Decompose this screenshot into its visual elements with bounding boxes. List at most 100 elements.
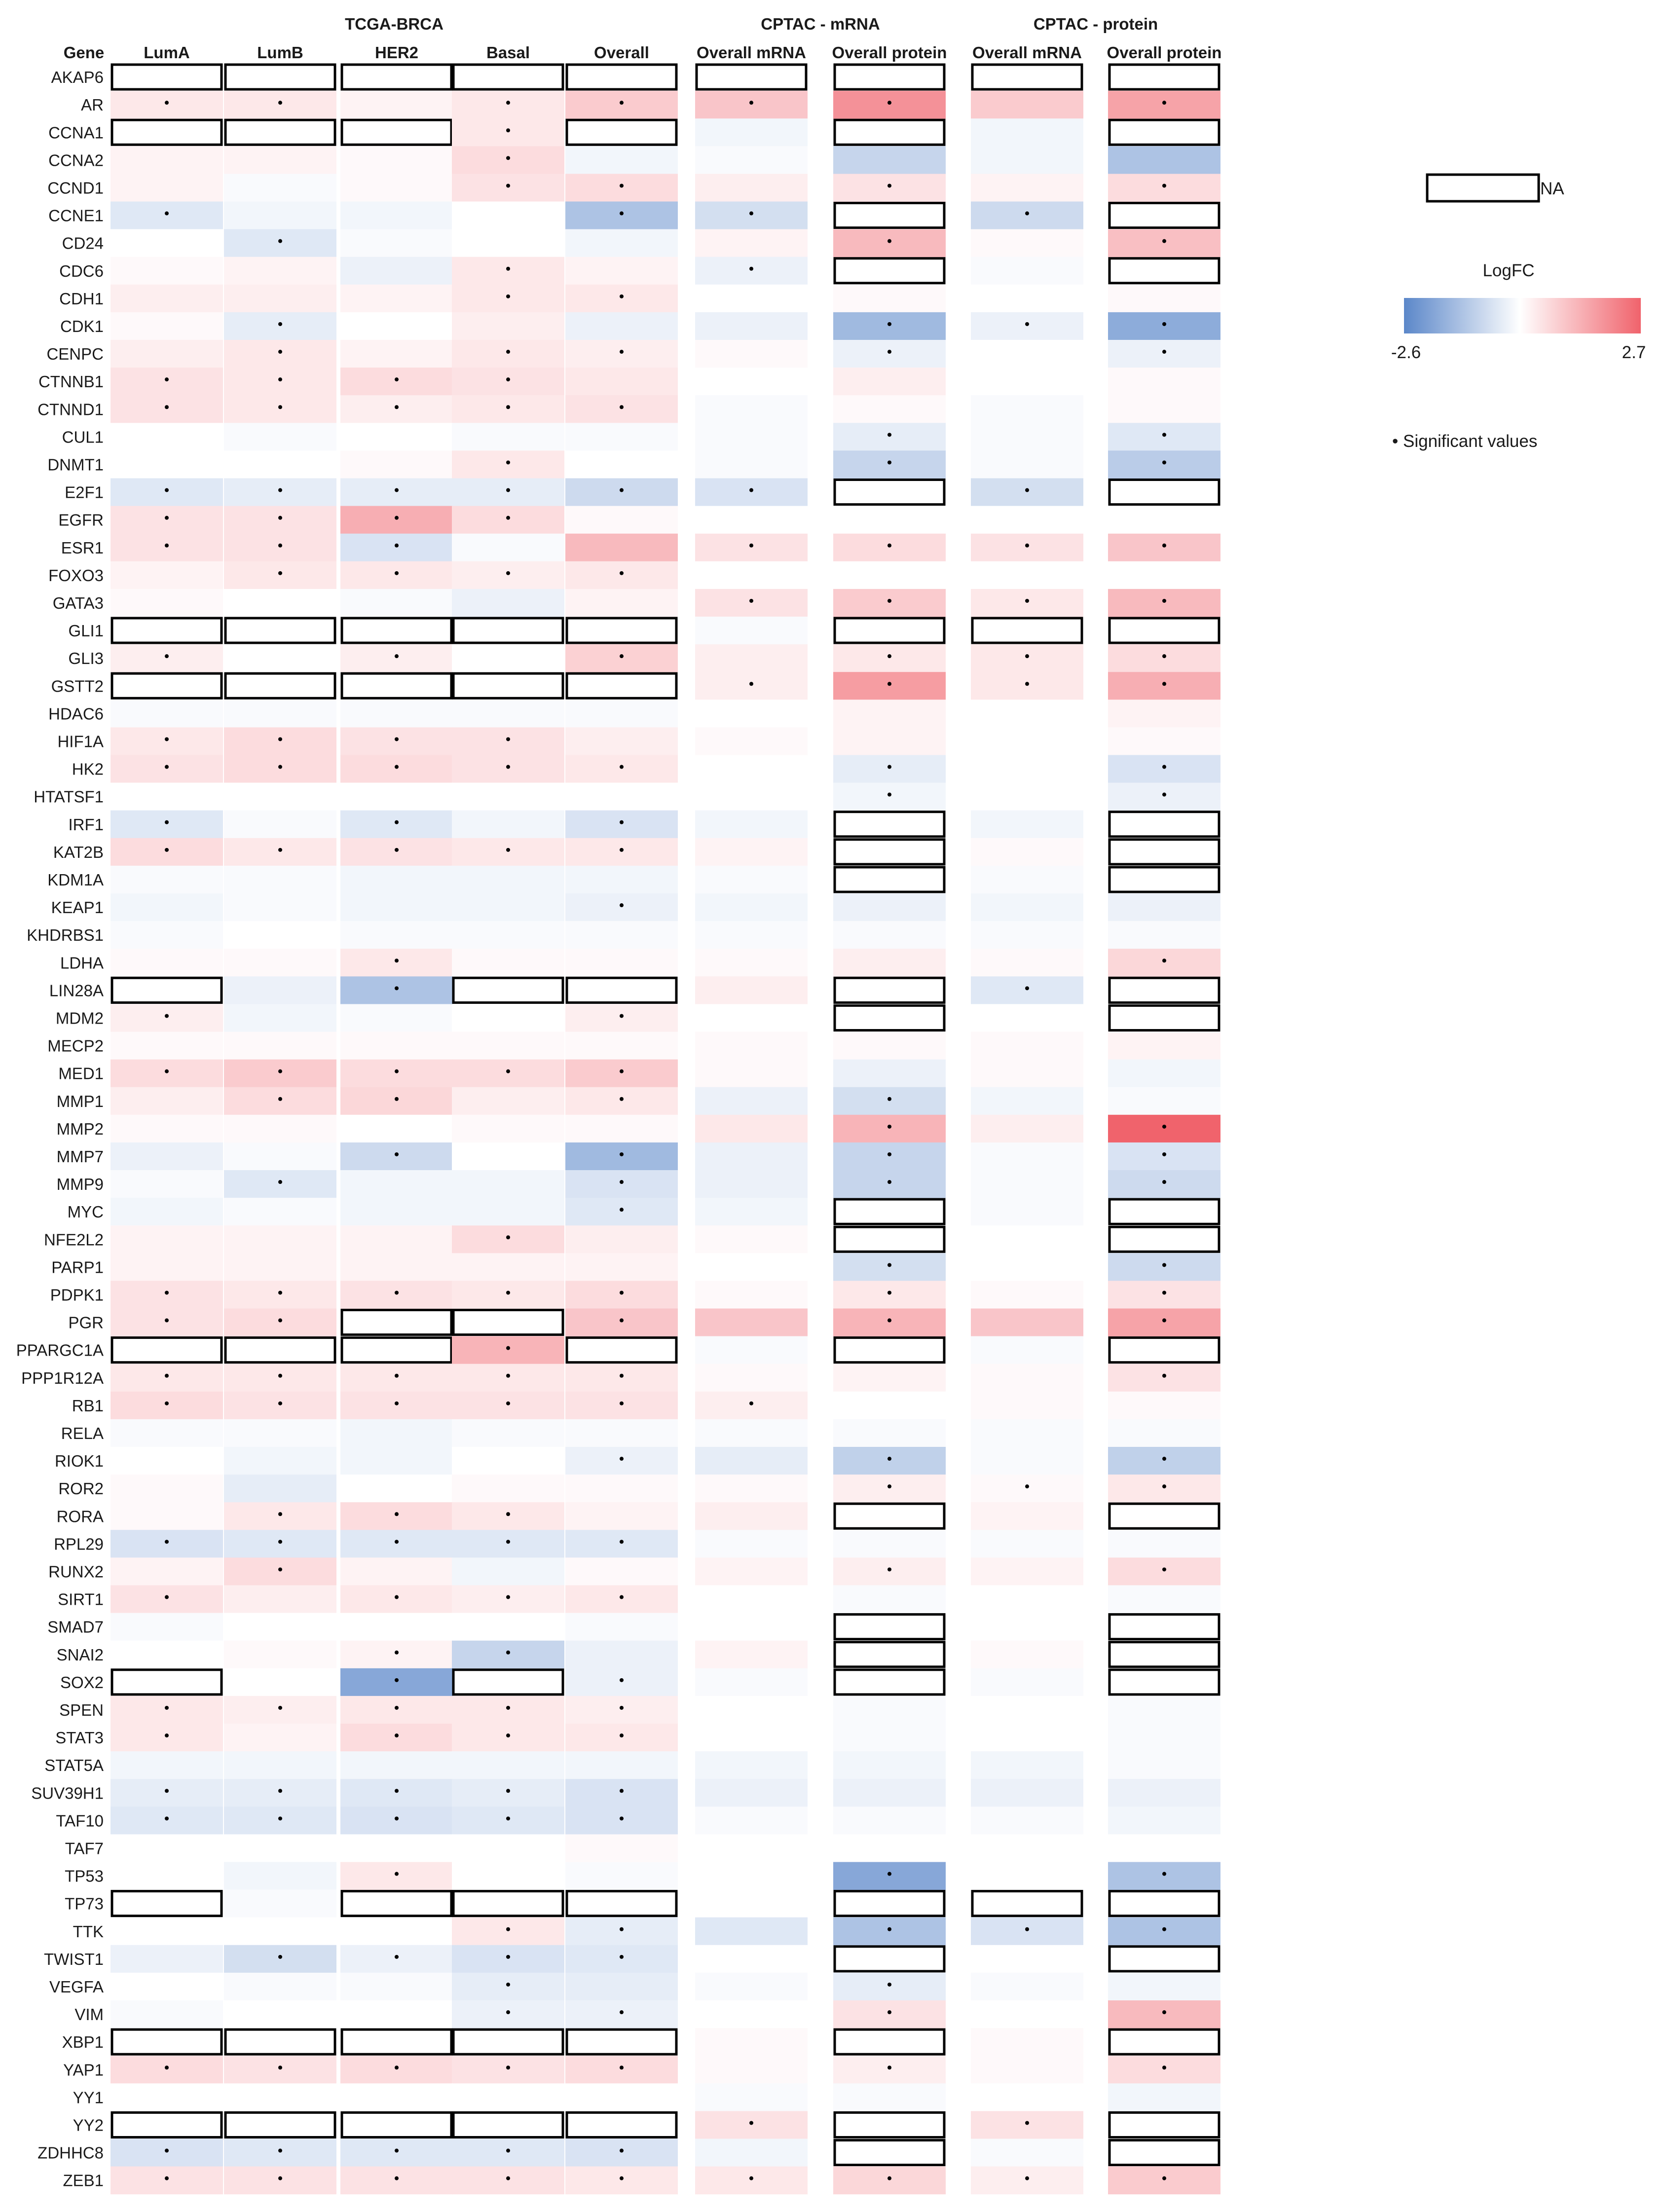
heatmap-cell xyxy=(695,1087,808,1115)
heatmap-cell xyxy=(1108,1059,1220,1088)
heatmap-cell-na xyxy=(1108,1668,1220,1696)
significance-dot xyxy=(506,101,510,105)
heatmap-cell xyxy=(452,782,564,811)
heatmap-cell xyxy=(340,2138,453,2167)
heatmap-cell xyxy=(565,1059,678,1088)
heatmap-cell-na xyxy=(340,2111,453,2138)
heatmap-cell xyxy=(111,755,223,783)
heatmap-cell xyxy=(452,257,564,285)
significance-dot xyxy=(1025,1927,1029,1931)
significance-dot xyxy=(620,1705,624,1710)
heatmap-cell xyxy=(565,450,678,479)
heatmap-cell xyxy=(111,1281,223,1309)
heatmap-cell xyxy=(971,284,1083,313)
significance-dot xyxy=(1162,1152,1166,1156)
significance-dot xyxy=(1162,1180,1166,1184)
significance-dot xyxy=(620,405,624,409)
heatmap-cell xyxy=(111,1557,223,1585)
significance-dot xyxy=(1162,2065,1166,2070)
heatmap-cell-na xyxy=(1108,1198,1220,1225)
heatmap-cell xyxy=(1108,1530,1220,1558)
heatmap-cell xyxy=(971,533,1083,562)
heatmap-cell xyxy=(452,1917,564,1946)
heatmap-row: GLI1 xyxy=(68,617,1220,645)
heatmap-cell xyxy=(1108,644,1220,672)
gene-label: SIRT1 xyxy=(58,1590,104,1609)
heatmap-cell xyxy=(340,1087,453,1115)
heatmap-row: CCNA2 xyxy=(48,146,1220,174)
heatmap-cell xyxy=(111,1308,223,1337)
significance-dot xyxy=(620,294,624,298)
heatmap-cell xyxy=(695,229,808,258)
heatmap-cell xyxy=(565,589,678,617)
heatmap-row: TP53 xyxy=(65,1862,1220,1890)
heatmap-cell xyxy=(695,1475,808,1503)
heatmap-cell-na xyxy=(1108,866,1220,893)
heatmap-cell xyxy=(833,1972,946,2001)
heatmap-cell xyxy=(452,1585,564,1614)
heatmap-cell xyxy=(1108,1585,1220,1614)
heatmap-cell xyxy=(340,1419,453,1447)
heatmap-cell xyxy=(695,312,808,340)
heatmap-cell xyxy=(695,1447,808,1475)
heatmap-cell-na xyxy=(1108,838,1220,866)
heatmap-cell xyxy=(224,2166,336,2195)
heatmap-cell xyxy=(971,1336,1083,1364)
heatmap-cell xyxy=(224,1253,336,1281)
significance-dot xyxy=(395,1290,399,1295)
heatmap-cell xyxy=(452,1391,564,1420)
heatmap-cell xyxy=(971,893,1083,922)
significance-dot xyxy=(1025,986,1029,991)
significance-dot xyxy=(1162,765,1166,769)
heatmap-row: TAF7 xyxy=(65,1834,1220,1862)
heatmap-cell xyxy=(1108,450,1220,479)
heatmap-cell xyxy=(971,229,1083,258)
significance-dot xyxy=(887,184,891,188)
heatmap-cell xyxy=(695,2083,808,2111)
heatmap-cell xyxy=(565,893,678,922)
significance-dot xyxy=(165,543,169,548)
significance-dot xyxy=(1025,682,1029,686)
heatmap-cell xyxy=(340,1225,453,1253)
heatmap-cell xyxy=(111,395,223,423)
heatmap-cell xyxy=(111,1391,223,1420)
significance-dot xyxy=(506,2148,510,2153)
heatmap-row: IRF1 xyxy=(68,810,1220,839)
significance-dot xyxy=(1162,1872,1166,1876)
heatmap-cell xyxy=(224,146,336,174)
heatmap-cell xyxy=(340,782,453,811)
significance-dot xyxy=(395,959,399,963)
heatmap-cell xyxy=(340,478,453,507)
heatmap-cell xyxy=(833,1862,946,1890)
heatmap-cell xyxy=(224,1557,336,1585)
significance-dot xyxy=(278,571,282,575)
heatmap-cell-na xyxy=(833,1668,946,1696)
legend-max-label: 2.7 xyxy=(1622,343,1646,362)
heatmap-cell xyxy=(224,1281,336,1309)
heatmap-cell xyxy=(111,1917,223,1946)
heatmap-cell xyxy=(565,91,678,119)
heatmap-cell-na xyxy=(111,976,223,1004)
significance-dot xyxy=(165,1373,169,1378)
heatmap-cell xyxy=(111,589,223,617)
heatmap-cell xyxy=(695,893,808,922)
heatmap-cell xyxy=(340,506,453,534)
heatmap-cell-na xyxy=(1108,1890,1220,1917)
significance-dot xyxy=(395,2065,399,2070)
significance-dot xyxy=(887,2010,891,2015)
heatmap-cell xyxy=(340,1032,453,1060)
heatmap-cell xyxy=(695,91,808,119)
significance-dot xyxy=(395,654,399,659)
heatmap-cell xyxy=(224,1364,336,1392)
heatmap-row: YAP1 xyxy=(63,2056,1220,2084)
heatmap-cell-na xyxy=(833,63,946,91)
heatmap-cell xyxy=(833,2083,946,2111)
heatmap-cell xyxy=(971,838,1083,866)
significance-dot xyxy=(278,1180,282,1184)
heatmap-cell xyxy=(565,368,678,396)
heatmap-cell xyxy=(452,1806,564,1835)
gene-label: MDM2 xyxy=(56,1009,104,1027)
heatmap-cell xyxy=(1108,893,1220,922)
gene-label: PARP1 xyxy=(51,1258,104,1276)
significance-dot xyxy=(887,1927,891,1931)
